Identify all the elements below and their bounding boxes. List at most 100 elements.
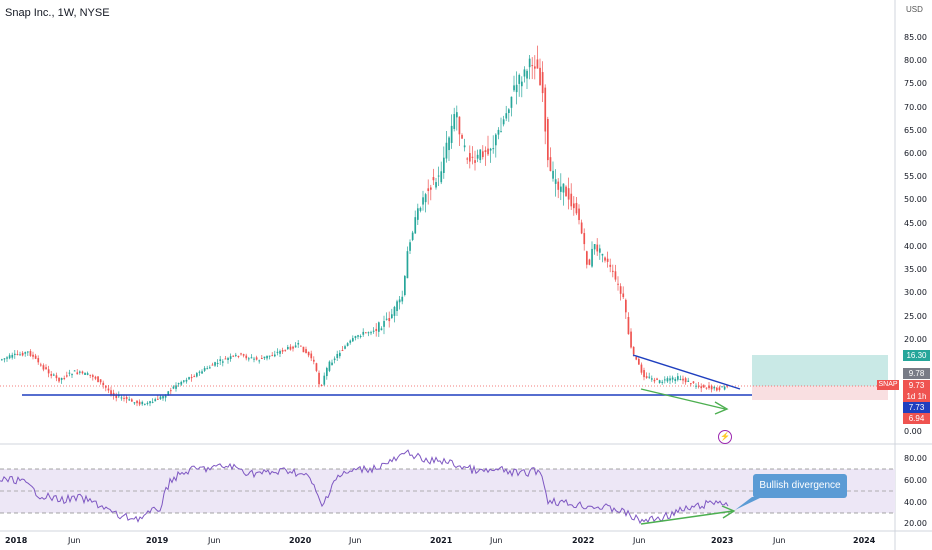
candle-body [671, 377, 674, 380]
candle-body [266, 355, 268, 359]
candle-body [549, 157, 552, 172]
candle-body [536, 59, 539, 69]
price-tick-label: 45.00 [904, 219, 927, 228]
time-tick-label: Jun [207, 536, 221, 545]
candle-body [232, 355, 235, 357]
candle-body [138, 401, 141, 405]
candle-body [37, 358, 40, 363]
candle-body [136, 400, 138, 404]
candle-body [471, 156, 474, 158]
candle-body [687, 380, 690, 382]
target-price-tag: 16.30 [903, 350, 930, 361]
symbol-title[interactable]: Snap Inc., 1W, NYSE [5, 7, 110, 19]
candle-body [544, 87, 547, 132]
rsi-tick-label: 20.00 [904, 519, 927, 528]
candle-body [211, 364, 214, 366]
candle-body [175, 385, 177, 389]
candle-body [411, 232, 414, 240]
candle-body [190, 377, 193, 379]
candle-body [274, 354, 276, 357]
candle-body [261, 358, 263, 360]
candle-body [461, 134, 463, 139]
descending-trendline[interactable] [632, 354, 741, 390]
candle-body [547, 118, 549, 161]
time-tick-label: Jun [348, 536, 362, 545]
candle-body [383, 321, 385, 327]
candle-body [237, 355, 240, 357]
candle-body [305, 349, 307, 354]
candle-body [534, 66, 536, 69]
candle-body [658, 380, 661, 383]
candle-body [354, 336, 357, 338]
candle-body [570, 193, 573, 207]
price-tick-label: 65.00 [904, 126, 927, 135]
candle-body [307, 351, 310, 356]
bullish-divergence-callout[interactable]: Bullish divergence [753, 474, 847, 498]
candle-body [201, 371, 203, 374]
candle-body [703, 385, 705, 388]
candle-body [593, 244, 596, 250]
price-tick-label: 75.00 [904, 79, 927, 88]
time-tick-label: 2022 [572, 536, 594, 545]
candle-body [180, 381, 183, 385]
candle-body [177, 383, 180, 385]
candle-body [248, 358, 250, 360]
candle-body [302, 346, 305, 353]
candle-body [63, 378, 66, 380]
candle-body [484, 150, 487, 153]
candle-body [443, 157, 445, 173]
candle-body [640, 364, 643, 373]
price-divergence-arrow[interactable] [640, 388, 726, 410]
candle-body [401, 296, 404, 302]
candle-body [528, 58, 531, 68]
candle-body [414, 217, 417, 234]
upper-price-tag: 9.78 [903, 368, 930, 379]
candle-body [47, 369, 50, 374]
candle-body [341, 350, 344, 352]
time-tick-label: 2019 [146, 536, 169, 545]
candle-body [531, 65, 534, 67]
candle-body [505, 113, 508, 119]
candle-body [479, 149, 482, 161]
candle-body [203, 368, 206, 371]
candle-body [71, 374, 73, 376]
candle-body [86, 373, 89, 375]
candle-body [263, 356, 266, 359]
countdown-tag: 1d 1h [903, 391, 930, 402]
candle-body [692, 381, 695, 383]
stop-price-tag: 6.94 [903, 413, 930, 424]
candle-body [625, 299, 627, 313]
rsi-tick-label: 40.00 [904, 498, 927, 507]
stop-zone[interactable] [752, 386, 888, 400]
candle-body [419, 207, 422, 211]
candle-body [372, 330, 375, 332]
candle-body [601, 253, 604, 256]
time-tick-label: Jun [67, 536, 81, 545]
candle-body [469, 153, 471, 162]
candle-body [627, 317, 630, 335]
rsi-divergence-arrow[interactable] [640, 510, 734, 525]
candle-body [66, 375, 68, 377]
candle-body [552, 170, 554, 179]
candle-body [255, 357, 258, 360]
candle-body [40, 364, 42, 366]
candle-body [684, 378, 687, 383]
candle-body [510, 96, 513, 108]
candle-body [323, 375, 326, 385]
price-tick-label: 20.00 [904, 335, 927, 344]
candle-body [619, 286, 622, 294]
candle-body [450, 125, 453, 143]
candle-body [209, 367, 211, 369]
candle-body [60, 377, 63, 380]
candle-body [99, 379, 102, 383]
candle-body [346, 343, 349, 346]
candle-body [398, 299, 401, 303]
candle-body [482, 151, 484, 158]
candle-body [157, 398, 159, 400]
candle-body [320, 385, 323, 387]
candle-body [575, 202, 578, 214]
lightning-icon[interactable]: ⚡ [718, 430, 732, 444]
candle-body [515, 84, 518, 93]
target-zone[interactable] [752, 355, 888, 386]
